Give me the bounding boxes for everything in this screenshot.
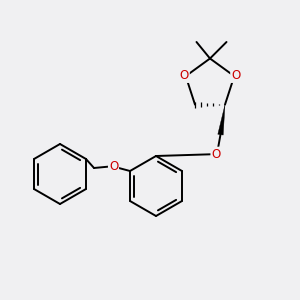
Polygon shape — [218, 105, 225, 135]
Text: O: O — [212, 148, 220, 160]
Text: O: O — [109, 160, 118, 173]
Text: O: O — [231, 69, 240, 82]
Text: O: O — [180, 69, 189, 82]
